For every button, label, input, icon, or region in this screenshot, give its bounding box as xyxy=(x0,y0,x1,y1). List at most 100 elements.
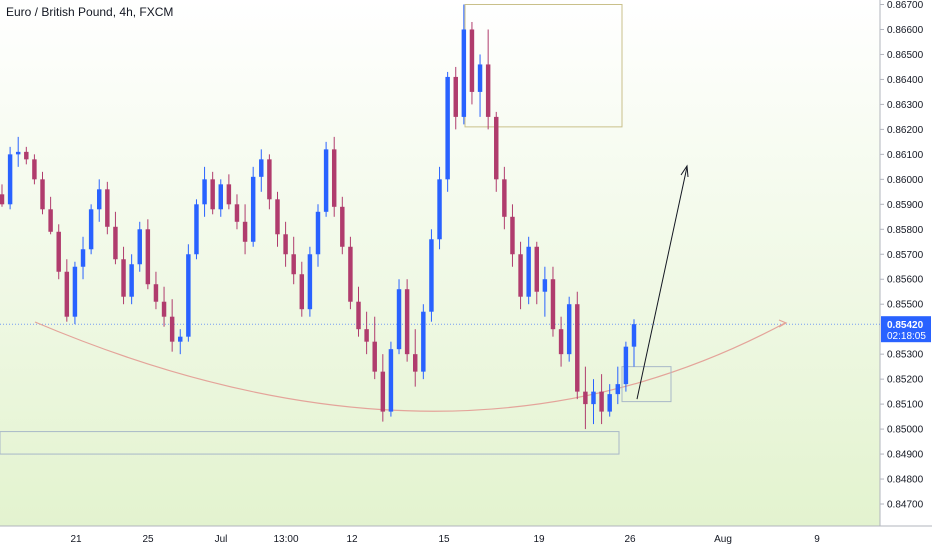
candle-body xyxy=(169,316,175,342)
candle-body xyxy=(364,329,369,342)
candle-body xyxy=(15,151,21,155)
candles-layer xyxy=(0,4,637,430)
candle-body xyxy=(607,394,612,412)
candle-body xyxy=(502,179,507,217)
candle-body xyxy=(186,254,191,337)
candle-body xyxy=(518,254,523,297)
candle-body xyxy=(477,64,483,92)
arc-arrowhead xyxy=(778,319,788,328)
candle-body xyxy=(113,226,118,260)
candle-body xyxy=(259,159,264,177)
candle-body xyxy=(194,204,199,255)
candle-body xyxy=(24,151,29,160)
candle-body xyxy=(453,76,458,117)
candle-body xyxy=(437,179,442,240)
price-tick-label: 0.85200 xyxy=(887,375,924,386)
candle-body xyxy=(0,194,5,205)
candle-body xyxy=(340,206,345,247)
candle-body xyxy=(429,239,434,312)
candle-body xyxy=(599,391,604,412)
candle-body xyxy=(307,254,313,310)
rounding-bottom-arc xyxy=(34,321,786,412)
candle-body xyxy=(356,301,361,330)
candle-body xyxy=(388,349,394,412)
candle-body xyxy=(72,266,78,317)
price-tick-label: 0.85600 xyxy=(887,275,924,286)
candle-body xyxy=(421,311,426,372)
price-tick-label: 0.86300 xyxy=(887,100,924,111)
time-tick-label: Aug xyxy=(714,534,732,545)
time-tick-label: Jul xyxy=(215,534,228,545)
candle-body xyxy=(631,324,637,347)
price-tick-label: 0.84900 xyxy=(887,450,924,461)
candle-body xyxy=(558,329,564,355)
candle-body xyxy=(591,391,596,405)
price-tick-label: 0.86400 xyxy=(887,75,924,86)
candle-body xyxy=(161,301,167,317)
candle-body xyxy=(234,204,240,222)
time-axis[interactable]: 21 25 Jul 13:00 12 15 19 26 Aug 9 xyxy=(70,534,820,545)
candle-body xyxy=(485,64,491,117)
price-tick-label: 0.86700 xyxy=(887,0,924,11)
candle-body xyxy=(48,209,53,232)
price-tag-value: 0.85420 xyxy=(887,320,924,331)
time-tick-label: 21 xyxy=(70,534,82,545)
candle-body xyxy=(380,371,386,412)
candle-body xyxy=(80,249,86,267)
candle-body xyxy=(469,29,475,92)
time-tick-label: 9 xyxy=(814,534,820,545)
candle-body xyxy=(615,384,621,395)
candle-body xyxy=(550,279,556,330)
price-tick-label: 0.84700 xyxy=(887,500,924,511)
candle-body xyxy=(137,229,142,265)
candle-body xyxy=(510,216,515,255)
candle-body xyxy=(218,184,223,210)
candle-body xyxy=(97,189,102,210)
candle-body xyxy=(315,211,321,255)
support-zone-box xyxy=(0,431,620,455)
candle-body xyxy=(129,264,134,297)
price-tick-label: 0.86200 xyxy=(887,125,924,136)
candle-body xyxy=(461,29,467,117)
candle-body xyxy=(542,279,548,292)
price-tick-label: 0.85700 xyxy=(887,250,924,261)
candle-body xyxy=(153,284,159,302)
candle-body xyxy=(283,234,288,255)
price-tick-label: 0.85900 xyxy=(887,200,924,211)
candle-body xyxy=(242,221,248,242)
candle-body xyxy=(299,274,305,310)
candle-body xyxy=(623,346,629,385)
symbol-title: Euro / British Pound, 4h, FXCM xyxy=(6,5,174,19)
candle-body xyxy=(226,184,232,205)
price-tick-label: 0.85100 xyxy=(887,400,924,411)
candle-body xyxy=(32,159,37,180)
candle-body xyxy=(7,154,13,205)
candle-body xyxy=(413,354,418,372)
candle-body xyxy=(267,159,272,200)
candle-body xyxy=(40,179,45,210)
candle-body xyxy=(121,259,126,297)
price-tick-label: 0.86500 xyxy=(887,50,924,61)
price-tag-countdown: 02:18:05 xyxy=(887,331,926,342)
candle-body xyxy=(331,149,337,207)
candle-body xyxy=(583,391,588,405)
candle-body xyxy=(210,179,215,210)
price-tick-label: 0.85300 xyxy=(887,350,924,361)
price-tick-label: 0.84800 xyxy=(887,475,924,486)
candle-body xyxy=(404,289,410,355)
candle-body xyxy=(534,246,539,292)
price-tick-label: 0.85000 xyxy=(887,425,924,436)
candle-body xyxy=(105,189,110,227)
candle-body xyxy=(145,229,151,285)
time-tick-label: 15 xyxy=(438,534,450,545)
price-axis[interactable]: 0.84700 0.84800 0.84900 0.85000 0.85100 0.852… xyxy=(880,0,924,511)
candle-body xyxy=(202,179,207,205)
candle-body xyxy=(275,199,280,235)
candle-body xyxy=(178,336,183,342)
price-tick-label: 0.85500 xyxy=(887,300,924,311)
candle-body xyxy=(575,304,580,392)
price-tick-label: 0.85800 xyxy=(887,225,924,236)
time-tick-label: 13:00 xyxy=(273,534,298,545)
